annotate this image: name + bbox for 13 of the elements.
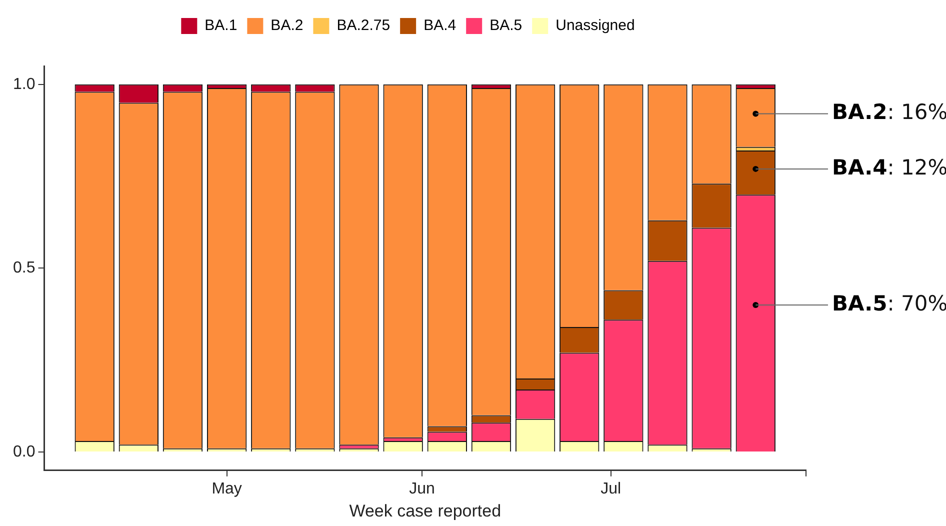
x-tick-label: May (212, 480, 242, 498)
x-tick-label: Jun (409, 480, 435, 498)
legend-label: BA.2 (270, 17, 304, 34)
legend-label: BA.5 (490, 17, 522, 34)
legend-label: BA.4 (424, 17, 456, 34)
y-tick-label: 0.5 (12, 260, 36, 277)
legend-label: BA.1 (204, 17, 238, 34)
legend-label: BA.2.75 (336, 17, 390, 34)
x-axis-title: Week case reported (349, 501, 502, 520)
y-tick-label: 1.0 (12, 76, 36, 93)
x-tick-label: Jul (600, 480, 622, 498)
legend-label: Unassigned (556, 17, 635, 34)
y-tick-label: 0.0 (12, 443, 36, 460)
